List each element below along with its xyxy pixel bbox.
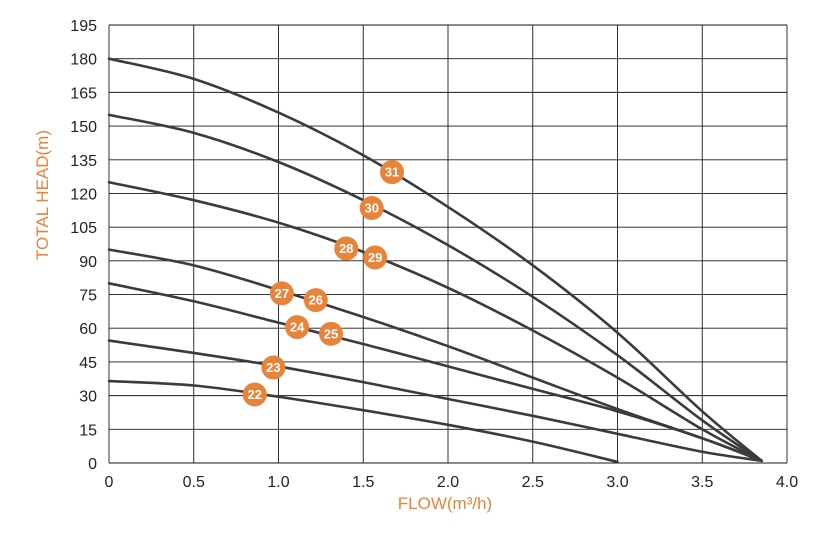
head-curve-1 [107,339,763,463]
model-badge-25: 25 [319,321,344,346]
x-tick-label: 4.0 [776,474,798,491]
badge-circle [303,288,328,313]
y-tick-label: 135 [70,153,97,170]
y-tick-label: 30 [79,389,97,406]
y-axis-title: TOTAL HEAD(m) [33,130,52,260]
model-badge-31: 31 [380,160,405,185]
y-tick-label: 165 [70,85,97,102]
badge-label: 23 [266,360,280,375]
head-curve-6 [107,57,763,463]
x-tick-label: 2.5 [522,474,544,491]
y-tick-label: 120 [70,186,97,203]
y-tick-label: 90 [79,254,97,271]
badge-label: 30 [364,201,378,216]
model-badges: 22 23 24 25 26 27 28 29 30 31 [242,160,405,407]
x-tick-label: 1.5 [352,474,374,491]
badge-circle [334,236,359,261]
y-tick-label: 60 [79,321,97,338]
badge-circle [242,382,267,407]
x-tick-label: 1.0 [267,474,289,491]
badge-label: 29 [368,250,382,265]
badge-label: 28 [339,241,353,256]
model-badge-28: 28 [334,236,359,261]
head-curve-4 [107,180,763,463]
x-axis-title: FLOW(m³/h) [398,494,492,513]
head-curve-5 [107,113,763,463]
badge-circle [363,245,388,270]
x-tick-label: 0 [105,474,114,491]
y-tick-label: 180 [70,52,97,69]
x-tick-label: 0.5 [183,474,205,491]
y-tick-label: 15 [79,422,97,439]
badge-circle [380,160,405,185]
model-badge-24: 24 [285,315,310,340]
badge-circle [359,196,384,221]
model-badge-23: 23 [261,355,286,380]
badge-label: 22 [248,387,262,402]
model-badge-29: 29 [363,245,388,270]
badge-circle [285,315,310,340]
y-tick-label: 0 [88,456,97,473]
badge-label: 26 [309,293,323,308]
model-badge-26: 26 [303,288,328,313]
y-tick-label: 150 [70,119,97,136]
y-tick-label: 105 [70,220,97,237]
x-tick-label: 2.0 [437,474,459,491]
badge-label: 24 [290,320,305,335]
badge-circle [269,281,294,306]
model-badge-27: 27 [269,281,294,306]
y-tick-label: 195 [70,18,97,35]
head-curve-0 [107,379,619,464]
head-curves [107,57,763,464]
x-tick-label: 3.5 [691,474,713,491]
badge-circle [319,321,344,346]
head-curve-2 [107,282,763,463]
y-axis-ticks: 0 15 30 45 60 75 90 105 120 135 150 165 180 195 [70,18,97,473]
badge-label: 27 [275,286,289,301]
x-axis-ticks: 0 0.5 1.0 1.5 2.0 2.5 3.0 3.5 4.0 [105,474,799,491]
y-tick-label: 45 [79,355,97,372]
y-tick-label: 75 [79,288,97,305]
grid-lines [108,24,788,464]
model-badge-30: 30 [359,196,384,221]
head-curve-3 [107,248,763,463]
badge-label: 31 [385,165,399,180]
model-badge-22: 22 [242,382,267,407]
badge-label: 25 [324,326,338,341]
x-tick-label: 3.0 [606,474,628,491]
badge-circle [261,355,286,380]
